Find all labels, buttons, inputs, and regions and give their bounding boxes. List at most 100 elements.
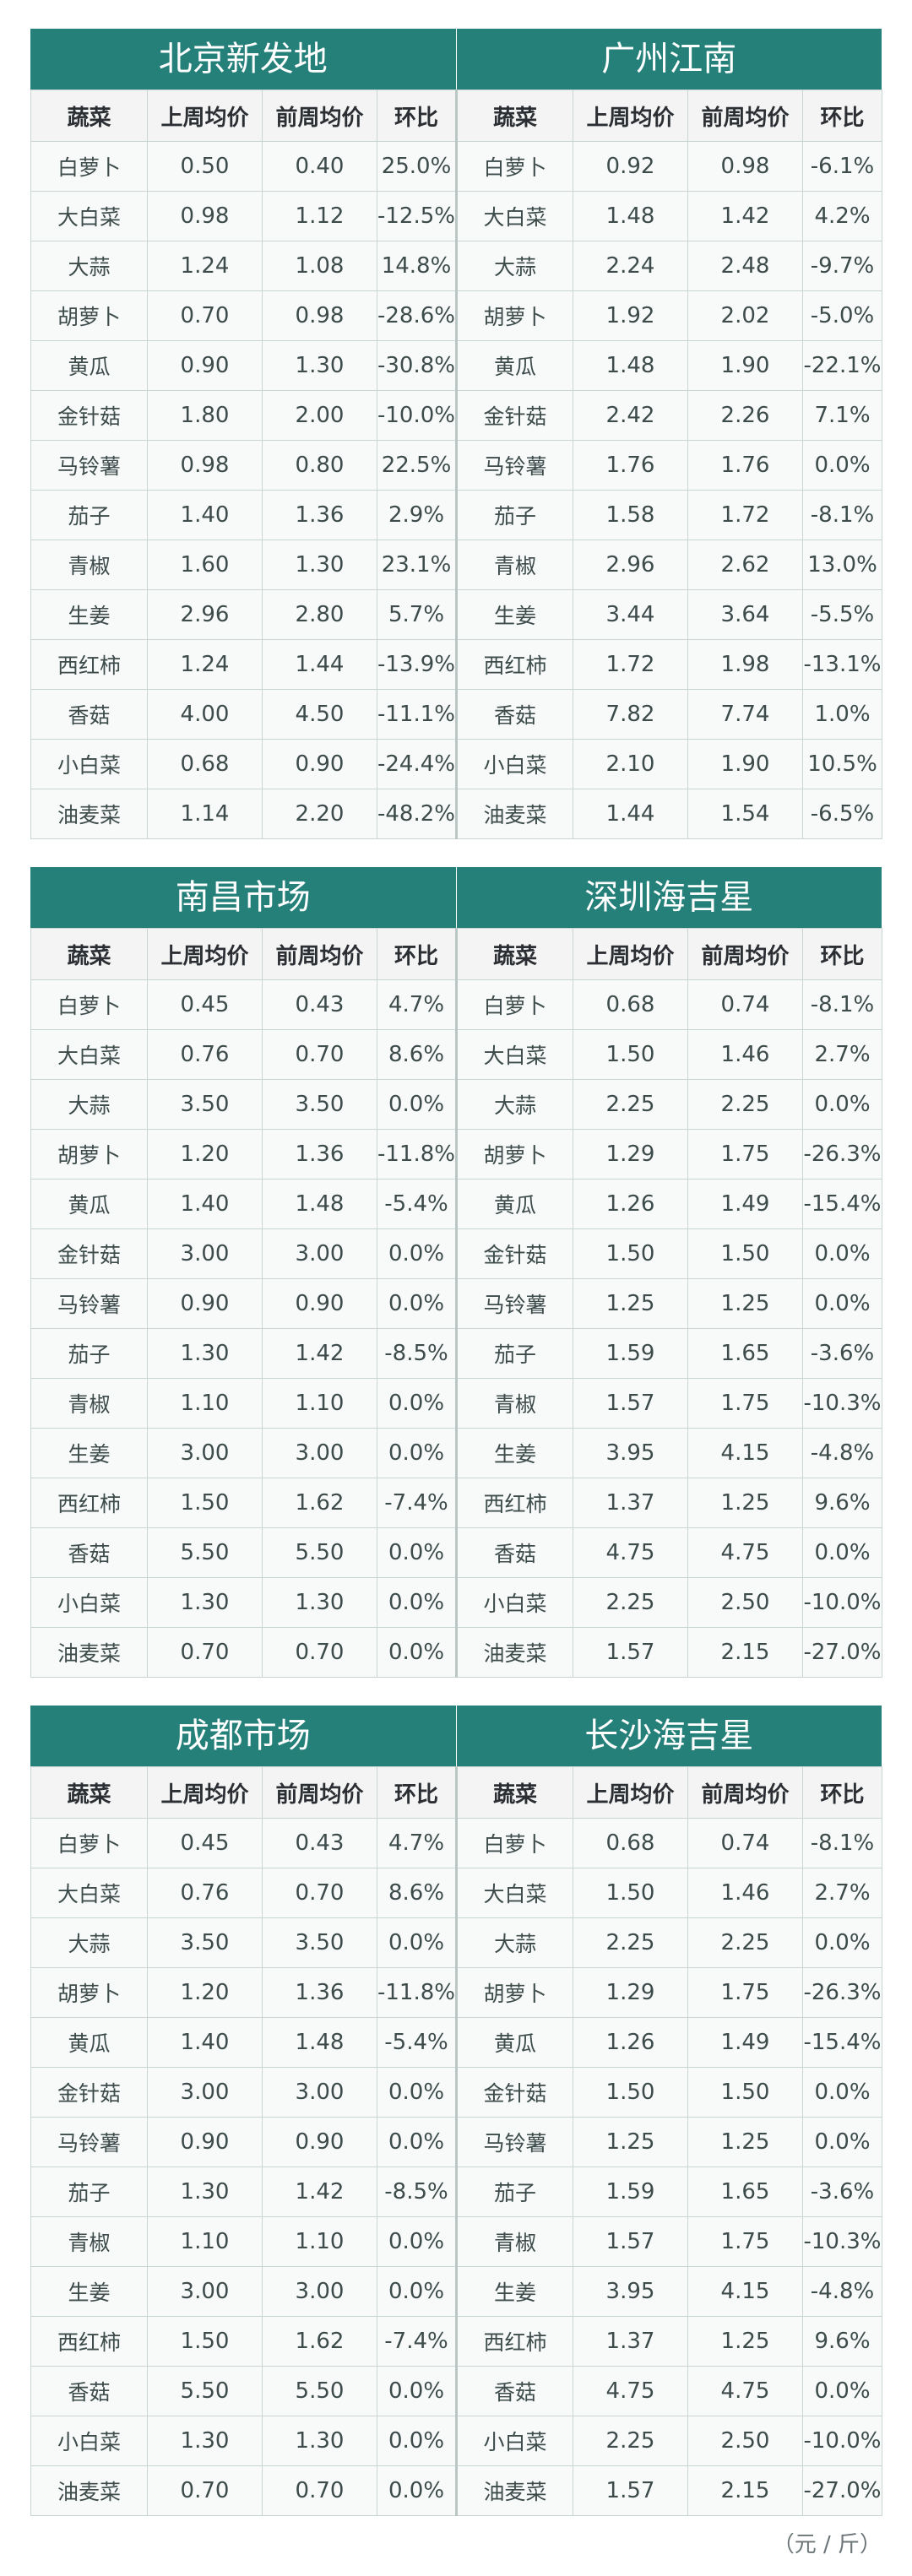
prev-week-price: 1.62 bbox=[262, 1478, 377, 1528]
table-row: 西红柿 1.50 1.62 -7.4% 西红柿 1.37 1.25 9.6% bbox=[30, 2316, 882, 2367]
last-week-price: 1.58 bbox=[573, 490, 688, 540]
vegetable-name: 小白菜 bbox=[30, 1577, 148, 1628]
prev-week-price: 4.15 bbox=[687, 2266, 803, 2317]
change-percent: -28.6% bbox=[377, 290, 457, 341]
prev-week-price: 5.50 bbox=[262, 1527, 377, 1578]
table-row: 金针菇 3.00 3.00 0.0% 金针菇 1.50 1.50 0.0% bbox=[30, 2067, 882, 2118]
prev-week-price: 3.64 bbox=[687, 589, 803, 640]
change-percent: -8.5% bbox=[377, 2167, 457, 2217]
column-header-last-week: 上周均价 bbox=[573, 89, 688, 142]
last-week-price: 3.44 bbox=[573, 589, 688, 640]
prev-week-price: 1.50 bbox=[687, 2067, 803, 2118]
vegetable-name: 青椒 bbox=[30, 1378, 148, 1429]
last-week-price: 0.68 bbox=[573, 1818, 688, 1868]
prev-week-price: 0.98 bbox=[687, 141, 803, 192]
prev-week-price: 4.50 bbox=[262, 689, 377, 740]
last-week-price: 1.50 bbox=[573, 1228, 688, 1279]
change-percent: -4.8% bbox=[802, 2266, 882, 2317]
prev-week-price: 1.98 bbox=[687, 639, 803, 690]
vegetable-name: 白萝卜 bbox=[455, 141, 573, 192]
last-week-price: 3.00 bbox=[147, 1428, 263, 1478]
last-week-price: 1.10 bbox=[147, 2216, 263, 2267]
table-row: 金针菇 3.00 3.00 0.0% 金针菇 1.50 1.50 0.0% bbox=[30, 1228, 882, 1279]
table-row: 香菇 5.50 5.50 0.0% 香菇 4.75 4.75 0.0% bbox=[30, 1527, 882, 1578]
prev-week-price: 1.10 bbox=[262, 1378, 377, 1429]
prev-week-price: 1.65 bbox=[687, 1328, 803, 1379]
table-row: 大白菜 0.76 0.70 8.6% 大白菜 1.50 1.46 2.7% bbox=[30, 1029, 882, 1080]
last-week-price: 1.59 bbox=[573, 1328, 688, 1379]
prev-week-price: 1.65 bbox=[687, 2167, 803, 2217]
vegetable-name: 黄瓜 bbox=[455, 1179, 573, 1229]
last-week-price: 0.70 bbox=[147, 290, 263, 341]
change-percent: -27.0% bbox=[802, 1627, 882, 1678]
vegetable-name: 香菇 bbox=[455, 1527, 573, 1578]
change-percent: -9.7% bbox=[802, 241, 882, 291]
change-percent: 0.0% bbox=[377, 2216, 457, 2267]
table-row: 白萝卜 0.50 0.40 25.0% 白萝卜 0.92 0.98 -6.1% bbox=[30, 141, 882, 192]
vegetable-name: 胡萝卜 bbox=[30, 1967, 148, 2018]
change-percent: 0.0% bbox=[377, 1917, 457, 1968]
table-row: 茄子 1.30 1.42 -8.5% 茄子 1.59 1.65 -3.6% bbox=[30, 2167, 882, 2217]
change-percent: 0.0% bbox=[377, 1378, 457, 1429]
last-week-price: 2.24 bbox=[573, 241, 688, 291]
vegetable-name: 马铃薯 bbox=[30, 2117, 148, 2167]
change-percent: -5.4% bbox=[377, 1179, 457, 1229]
change-percent: 2.9% bbox=[377, 490, 457, 540]
change-percent: -26.3% bbox=[802, 1129, 882, 1180]
table-row: 油麦菜 0.70 0.70 0.0% 油麦菜 1.57 2.15 -27.0% bbox=[30, 2465, 882, 2516]
vegetable-name: 大白菜 bbox=[455, 191, 573, 241]
column-header-prev-week: 前周均价 bbox=[262, 928, 377, 980]
prev-week-price: 2.15 bbox=[687, 1627, 803, 1678]
prev-week-price: 3.00 bbox=[262, 1428, 377, 1478]
vegetable-name: 生姜 bbox=[30, 2266, 148, 2317]
prev-week-price: 0.74 bbox=[687, 979, 803, 1030]
price-table: 蔬菜 上周均价 前周均价 环比 蔬菜 上周均价 前周均价 环比 白萝卜 0.50 0… bbox=[30, 89, 882, 839]
prev-week-price: 1.90 bbox=[687, 340, 803, 391]
vegetable-name: 黄瓜 bbox=[30, 1179, 148, 1229]
prev-week-price: 1.90 bbox=[687, 739, 803, 789]
change-percent: -7.4% bbox=[377, 1478, 457, 1528]
prev-week-price: 0.80 bbox=[262, 440, 377, 491]
last-week-price: 0.92 bbox=[573, 141, 688, 192]
vegetable-name: 马铃薯 bbox=[455, 2117, 573, 2167]
vegetable-name: 马铃薯 bbox=[30, 440, 148, 491]
vegetable-name: 小白菜 bbox=[30, 2416, 148, 2466]
last-week-price: 4.75 bbox=[573, 1527, 688, 1578]
change-percent: 0.0% bbox=[377, 1527, 457, 1578]
change-percent: -6.5% bbox=[802, 789, 882, 839]
last-week-price: 0.90 bbox=[147, 1278, 263, 1329]
market-section-2: 南昌市场 深圳海吉星 蔬菜 上周均价 前周均价 环比 蔬菜 上周均价 前周均价 … bbox=[30, 867, 882, 1678]
prev-week-price: 2.50 bbox=[687, 1577, 803, 1628]
table-row: 大白菜 0.98 1.12 -12.5% 大白菜 1.48 1.42 4.2% bbox=[30, 191, 882, 241]
column-header-change: 环比 bbox=[377, 1766, 457, 1819]
prev-week-price: 0.70 bbox=[262, 1029, 377, 1080]
vegetable-name: 金针菇 bbox=[455, 2067, 573, 2118]
last-week-price: 1.50 bbox=[573, 1868, 688, 1918]
change-percent: -11.8% bbox=[377, 1967, 457, 2018]
change-percent: 0.0% bbox=[377, 1428, 457, 1478]
table-row: 西红柿 1.24 1.44 -13.9% 西红柿 1.72 1.98 -13.1% bbox=[30, 639, 882, 690]
table-row: 茄子 1.40 1.36 2.9% 茄子 1.58 1.72 -8.1% bbox=[30, 490, 882, 540]
vegetable-name: 生姜 bbox=[30, 589, 148, 640]
last-week-price: 1.40 bbox=[147, 490, 263, 540]
vegetable-name: 小白菜 bbox=[455, 1577, 573, 1628]
prev-week-price: 1.36 bbox=[262, 1129, 377, 1180]
last-week-price: 3.50 bbox=[147, 1079, 263, 1130]
change-percent: 0.0% bbox=[377, 1079, 457, 1130]
table-row: 胡萝卜 1.20 1.36 -11.8% 胡萝卜 1.29 1.75 -26.3% bbox=[30, 1129, 882, 1180]
column-header-veg: 蔬菜 bbox=[30, 89, 148, 142]
last-week-price: 3.95 bbox=[573, 1428, 688, 1478]
column-header-change: 环比 bbox=[802, 1766, 882, 1819]
change-percent: -8.5% bbox=[377, 1328, 457, 1379]
prev-week-price: 1.30 bbox=[262, 340, 377, 391]
change-percent: -10.3% bbox=[802, 2216, 882, 2267]
change-percent: -5.0% bbox=[802, 290, 882, 341]
prev-week-price: 7.74 bbox=[687, 689, 803, 740]
table-row: 胡萝卜 0.70 0.98 -28.6% 胡萝卜 1.92 2.02 -5.0% bbox=[30, 290, 882, 341]
change-percent: 4.2% bbox=[802, 191, 882, 241]
change-percent: -10.3% bbox=[802, 1378, 882, 1429]
prev-week-price: 0.74 bbox=[687, 1818, 803, 1868]
vegetable-name: 青椒 bbox=[455, 1378, 573, 1429]
table-row: 香菇 5.50 5.50 0.0% 香菇 4.75 4.75 0.0% bbox=[30, 2366, 882, 2416]
table-row: 黄瓜 0.90 1.30 -30.8% 黄瓜 1.48 1.90 -22.1% bbox=[30, 340, 882, 391]
